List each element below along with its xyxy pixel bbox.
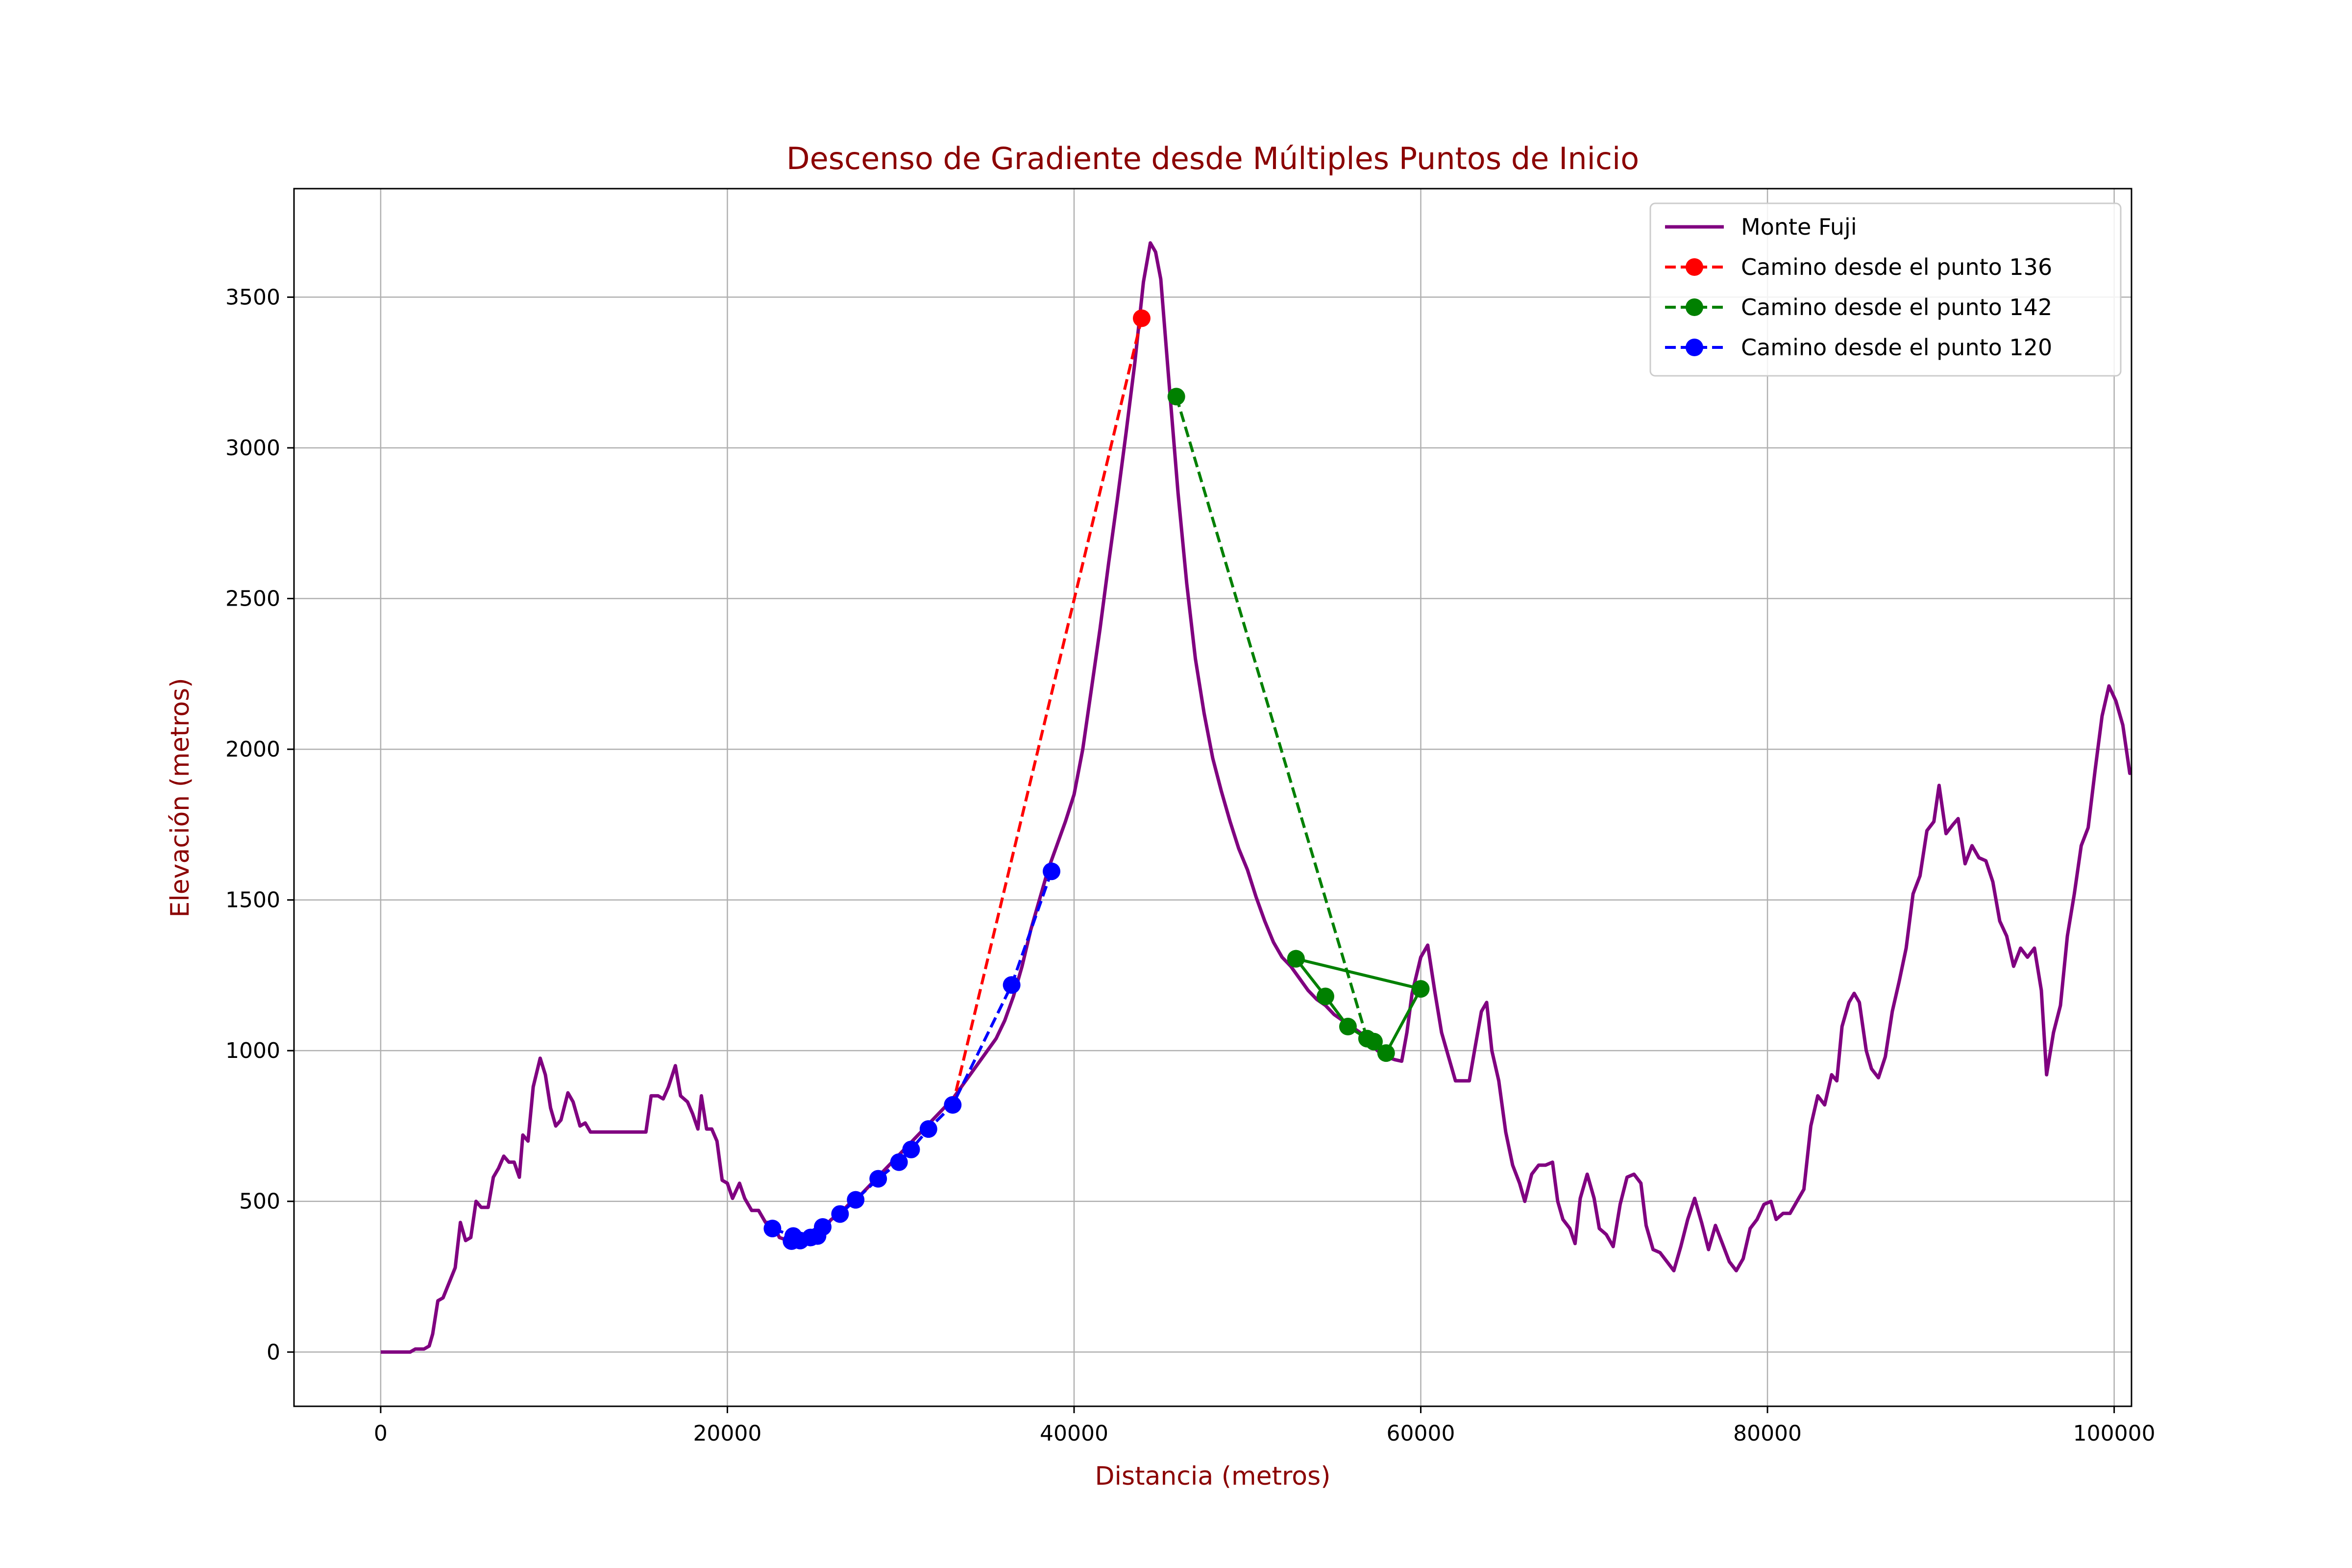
green-path-marker [1377, 1044, 1395, 1062]
y-tick-label: 0 [267, 1340, 280, 1365]
series-marker-3 [1003, 976, 1021, 994]
x-tick-label: 60000 [1387, 1421, 1455, 1446]
axis-ticks: 0 20000 40000 60000 80000 100000 0 500 1000 1500 2… [225, 285, 2156, 1446]
x-tick-label: 20000 [693, 1421, 761, 1446]
series-marker-3 [869, 1170, 887, 1188]
y-axis-label: Elevación (metros) [166, 678, 195, 917]
series-marker-2 [1167, 388, 1185, 406]
series-line-1 [951, 318, 1143, 1105]
series-marker-3 [831, 1205, 849, 1223]
chart-title: Descenso de Gradiente desde Múltiples Pu… [786, 141, 1639, 176]
x-axis-label: Distancia (metros) [1095, 1462, 1331, 1491]
y-tick-label: 1000 [225, 1038, 280, 1063]
series-marker-3 [944, 1096, 962, 1114]
green-path-marker [1287, 950, 1305, 968]
x-tick-label: 100000 [2073, 1421, 2156, 1446]
x-tick-label: 0 [374, 1421, 388, 1446]
series-marker-3 [919, 1120, 937, 1138]
series-marker-3 [902, 1140, 920, 1158]
x-tick-label: 40000 [1040, 1421, 1108, 1446]
legend-entry-label: Camino desde el punto 142 [1741, 294, 2052, 320]
legend-entry-label: Camino desde el punto 120 [1741, 334, 2052, 361]
series-marker-3 [890, 1153, 908, 1171]
legend-swatch-marker [1686, 339, 1703, 356]
series-marker-1 [1132, 309, 1151, 327]
series-marker-3 [1042, 862, 1060, 881]
legend-swatch-marker [1686, 258, 1703, 276]
series-marker-3 [763, 1220, 782, 1238]
legend: Monte Fuji Camino desde el punto 136 Camin… [1649, 202, 2122, 377]
y-tick-label: 1500 [225, 888, 280, 913]
y-tick-label: 3500 [225, 285, 280, 310]
green-path-marker [1339, 1017, 1357, 1035]
y-tick-label: 2500 [225, 587, 280, 612]
green-path-marker [1316, 987, 1334, 1005]
x-tick-label: 80000 [1733, 1421, 1802, 1446]
plot-series [380, 241, 2132, 1354]
green-path-marker [1412, 980, 1430, 998]
green-path-marker [1358, 1029, 1376, 1048]
y-tick-label: 500 [239, 1189, 280, 1214]
plot-area [380, 241, 2132, 1354]
series-marker-3 [847, 1191, 865, 1209]
series-line-2 [1175, 396, 1369, 1039]
series-marker-3 [784, 1227, 802, 1245]
legend-box [1649, 202, 2122, 377]
legend-swatch-marker [1686, 298, 1703, 316]
y-tick-label: 2000 [225, 737, 280, 762]
plot-frame [293, 188, 2132, 1407]
series-line-3 [772, 871, 1053, 1243]
legend-entry-label: Monte Fuji [1741, 214, 1857, 240]
y-tick-label: 3000 [225, 436, 280, 461]
legend-entry-label: Camino desde el punto 136 [1741, 254, 2052, 280]
